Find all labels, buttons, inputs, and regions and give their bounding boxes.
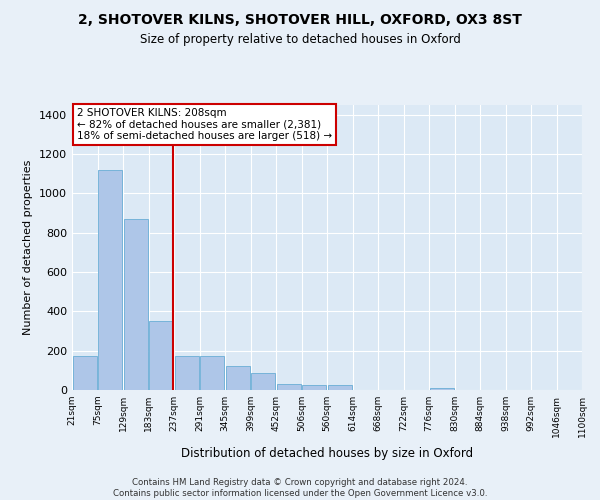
Bar (98, 170, 122, 390)
Text: Contains HM Land Registry data © Crown copyright and database right 2024.
Contai: Contains HM Land Registry data © Crown c… (113, 478, 487, 498)
Text: Distribution of detached houses by size in Oxford: Distribution of detached houses by size … (181, 448, 473, 460)
Bar (302, 385, 326, 390)
Bar (175, 356, 199, 390)
Bar (328, 385, 352, 390)
Bar (149, 321, 173, 390)
Text: 2, SHOTOVER KILNS, SHOTOVER HILL, OXFORD, OX3 8ST: 2, SHOTOVER KILNS, SHOTOVER HILL, OXFORD… (78, 12, 522, 26)
Bar (430, 388, 454, 390)
Text: 2 SHOTOVER KILNS: 208sqm
← 82% of detached houses are smaller (2,381)
18% of sem: 2 SHOTOVER KILNS: 208sqm ← 82% of detach… (77, 108, 332, 141)
Bar (277, 384, 301, 390)
Y-axis label: Number of detached properties: Number of detached properties (23, 160, 34, 335)
Bar (251, 374, 275, 390)
Bar (226, 366, 250, 390)
Text: Size of property relative to detached houses in Oxford: Size of property relative to detached ho… (140, 32, 460, 46)
Bar (73, 356, 97, 390)
Bar (200, 356, 224, 390)
Bar (124, 219, 148, 390)
